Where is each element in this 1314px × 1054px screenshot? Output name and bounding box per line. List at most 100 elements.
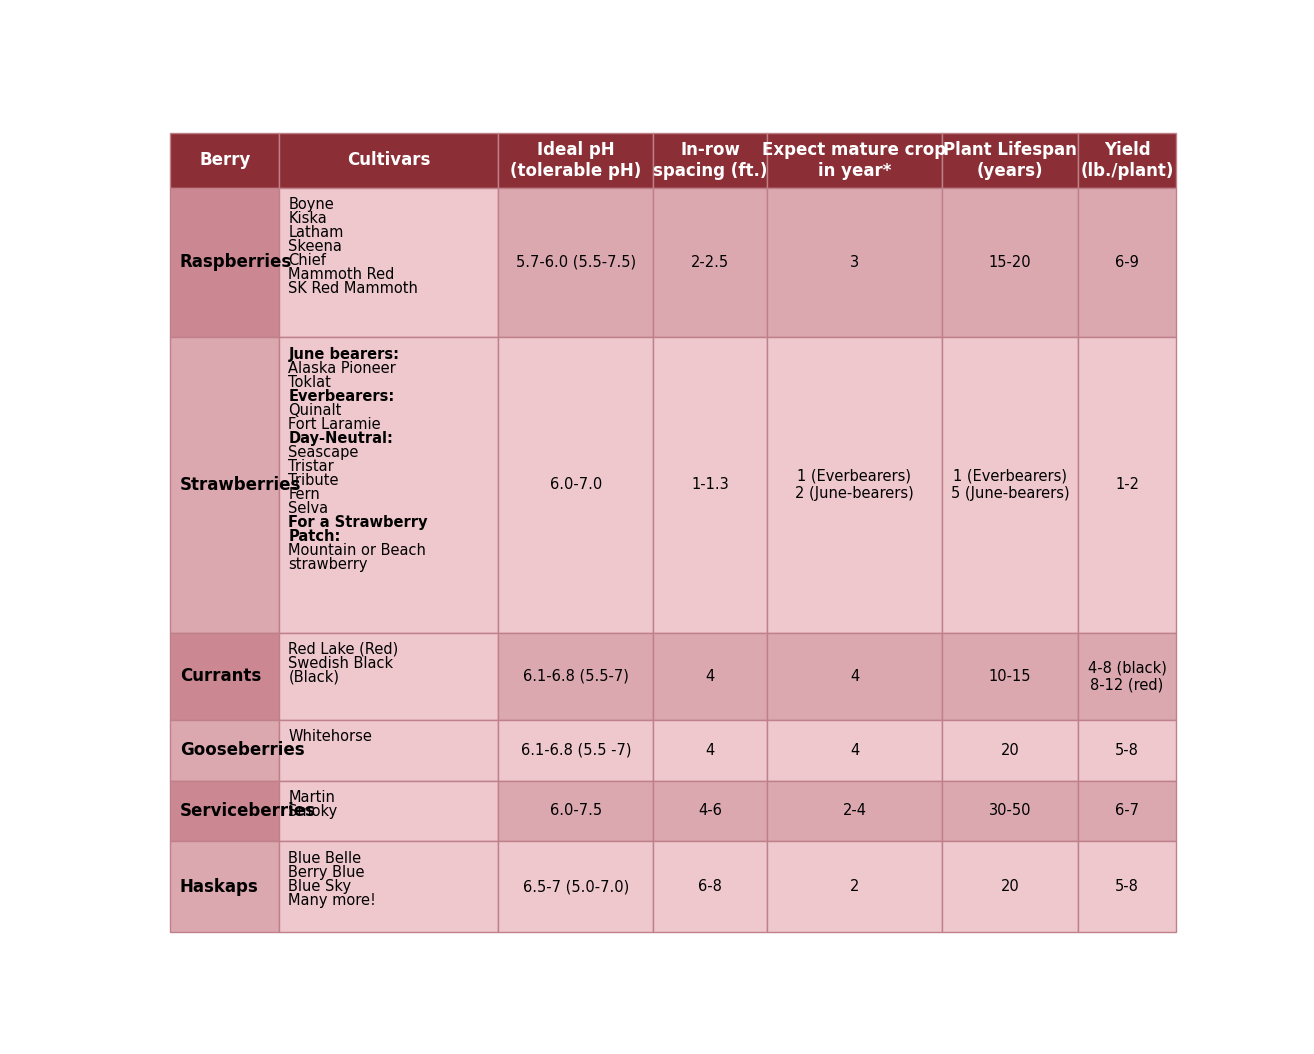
- Bar: [498, 632, 653, 720]
- Text: Swedish Black: Swedish Black: [288, 656, 393, 670]
- Text: 4: 4: [850, 669, 859, 684]
- Text: Red Lake (Red): Red Lake (Red): [288, 642, 398, 657]
- Text: Martin: Martin: [288, 789, 335, 805]
- Text: 10-15: 10-15: [988, 669, 1031, 684]
- Text: Raspberries: Raspberries: [180, 253, 292, 272]
- Text: SK Red Mammoth: SK Red Mammoth: [288, 281, 418, 296]
- Text: Expect mature crop
in year*: Expect mature crop in year*: [762, 141, 946, 179]
- Bar: [653, 720, 767, 781]
- Bar: [767, 632, 942, 720]
- Bar: [279, 841, 498, 932]
- Text: 6-7: 6-7: [1116, 803, 1139, 819]
- Text: Mammoth Red: Mammoth Red: [288, 267, 394, 282]
- Text: Serviceberries: Serviceberries: [180, 802, 315, 820]
- Bar: [279, 632, 498, 720]
- Text: Toklat: Toklat: [288, 374, 331, 390]
- Text: Latham: Latham: [288, 225, 344, 240]
- Text: 6-8: 6-8: [698, 879, 723, 894]
- Bar: [767, 781, 942, 841]
- Text: Blue Sky: Blue Sky: [288, 879, 352, 894]
- Bar: [498, 841, 653, 932]
- Bar: [171, 781, 279, 841]
- Text: 20: 20: [1000, 879, 1020, 894]
- Text: Fort Laramie: Fort Laramie: [288, 416, 381, 432]
- Text: 4-6: 4-6: [698, 803, 723, 819]
- Text: Tribute: Tribute: [288, 473, 339, 488]
- Text: 2-4: 2-4: [842, 803, 866, 819]
- Bar: [171, 133, 279, 188]
- Text: 4-8 (black)
8-12 (red): 4-8 (black) 8-12 (red): [1088, 660, 1167, 692]
- Text: 6.0-7.5: 6.0-7.5: [549, 803, 602, 819]
- Bar: [653, 337, 767, 632]
- Text: Mountain or Beach: Mountain or Beach: [288, 543, 426, 558]
- Text: (Black): (Black): [288, 670, 339, 685]
- Bar: [767, 720, 942, 781]
- Text: Quinalt: Quinalt: [288, 403, 342, 417]
- Text: Yield
(lb./plant): Yield (lb./plant): [1080, 141, 1173, 179]
- Text: 20: 20: [1000, 743, 1020, 758]
- Bar: [1077, 632, 1176, 720]
- Text: Strawberries: Strawberries: [180, 476, 301, 494]
- Bar: [279, 188, 498, 337]
- Bar: [942, 133, 1077, 188]
- Text: Berry Blue: Berry Blue: [288, 864, 365, 880]
- Bar: [942, 632, 1077, 720]
- Text: Patch:: Patch:: [288, 529, 340, 544]
- Bar: [171, 632, 279, 720]
- Bar: [171, 720, 279, 781]
- Text: Tristar: Tristar: [288, 458, 334, 474]
- Bar: [942, 781, 1077, 841]
- Text: Skeena: Skeena: [288, 239, 342, 254]
- Text: Ideal pH
(tolerable pH): Ideal pH (tolerable pH): [510, 141, 641, 179]
- Text: Everbearers:: Everbearers:: [288, 389, 394, 404]
- Bar: [767, 337, 942, 632]
- Bar: [767, 841, 942, 932]
- Text: Kiska: Kiska: [288, 211, 327, 226]
- Text: Selva: Selva: [288, 501, 328, 516]
- Text: June bearers:: June bearers:: [288, 347, 399, 362]
- Text: 6.1-6.8 (5.5-7): 6.1-6.8 (5.5-7): [523, 669, 629, 684]
- Text: 6.1-6.8 (5.5 -7): 6.1-6.8 (5.5 -7): [520, 743, 631, 758]
- Bar: [279, 133, 498, 188]
- Text: 6.0-7.0: 6.0-7.0: [549, 477, 602, 492]
- Text: Haskaps: Haskaps: [180, 878, 259, 896]
- Text: Currants: Currants: [180, 667, 261, 685]
- Bar: [653, 133, 767, 188]
- Bar: [498, 337, 653, 632]
- Bar: [1077, 720, 1176, 781]
- Text: Gooseberries: Gooseberries: [180, 741, 305, 759]
- Text: Fern: Fern: [288, 487, 321, 502]
- Bar: [171, 337, 279, 632]
- Text: 3: 3: [850, 255, 859, 270]
- Bar: [171, 841, 279, 932]
- Bar: [767, 188, 942, 337]
- Text: For a Strawberry: For a Strawberry: [288, 515, 428, 530]
- Text: 1-2: 1-2: [1116, 477, 1139, 492]
- Text: Many more!: Many more!: [288, 893, 376, 907]
- Bar: [498, 133, 653, 188]
- Bar: [1077, 781, 1176, 841]
- Text: Blue Belle: Blue Belle: [288, 851, 361, 865]
- Bar: [1077, 841, 1176, 932]
- Text: 4: 4: [706, 669, 715, 684]
- Text: Day-Neutral:: Day-Neutral:: [288, 431, 393, 446]
- Bar: [942, 841, 1077, 932]
- Text: Berry: Berry: [200, 151, 251, 169]
- Text: Seascape: Seascape: [288, 445, 359, 460]
- Text: 5-8: 5-8: [1116, 879, 1139, 894]
- Bar: [279, 781, 498, 841]
- Bar: [1077, 133, 1176, 188]
- Text: 2-2.5: 2-2.5: [691, 255, 729, 270]
- Bar: [498, 188, 653, 337]
- Text: 4: 4: [850, 743, 859, 758]
- Text: 4: 4: [706, 743, 715, 758]
- Bar: [653, 188, 767, 337]
- Text: Cultivars: Cultivars: [347, 151, 431, 169]
- Text: 15-20: 15-20: [988, 255, 1031, 270]
- Bar: [279, 720, 498, 781]
- Bar: [653, 781, 767, 841]
- Text: Smoky: Smoky: [288, 804, 338, 819]
- Text: 1 (Everbearers)
2 (June-bearers): 1 (Everbearers) 2 (June-bearers): [795, 469, 913, 501]
- Text: 6-9: 6-9: [1116, 255, 1139, 270]
- Text: 30-50: 30-50: [988, 803, 1031, 819]
